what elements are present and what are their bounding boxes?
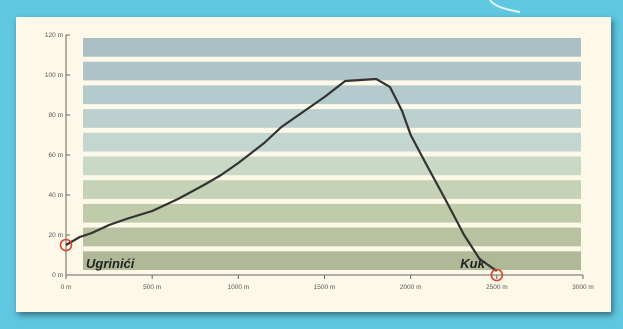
- x-tick-label: 0 m: [61, 284, 72, 291]
- elevation-bands: [83, 38, 581, 270]
- y-tick-label: 0 m: [52, 272, 63, 279]
- elevation-band: [83, 203, 581, 223]
- x-axis-ticks: 0 m 500 m 1000 m 1500 m 2000 m 2500 m 3000 m: [61, 275, 594, 291]
- start-place-label: Ugrinići: [86, 256, 135, 271]
- end-place-label: Kuk: [460, 256, 485, 271]
- y-tick-label: 60 m: [49, 152, 63, 159]
- y-tick-label: 80 m: [49, 112, 63, 119]
- elevation-band: [83, 85, 581, 105]
- elevation-chart: 0 m 20 m 40 m 60 m 80 m 100 m 120 m 0 m 500 m 10…: [45, 32, 594, 291]
- elevation-band: [83, 38, 581, 57]
- elevation-band: [83, 251, 581, 270]
- elevation-band: [83, 109, 581, 128]
- y-tick-label: 100 m: [45, 72, 63, 79]
- x-tick-label: 1500 m: [314, 284, 336, 291]
- y-tick-label: 20 m: [49, 232, 63, 239]
- elevation-band: [83, 180, 581, 199]
- x-tick-label: 1000 m: [227, 284, 249, 291]
- x-tick-label: 2000 m: [400, 284, 422, 291]
- x-tick-label: 2500 m: [486, 284, 508, 291]
- y-tick-label: 120 m: [45, 32, 63, 39]
- x-tick-label: 500 m: [143, 284, 161, 291]
- y-tick-label: 40 m: [49, 192, 63, 199]
- elevation-profile-line: [65, 77, 498, 272]
- start-point-marker: [59, 238, 73, 252]
- x-tick-label: 3000 m: [572, 284, 594, 291]
- elevation-band: [83, 227, 581, 247]
- y-axis-ticks: 0 m 20 m 40 m 60 m 80 m 100 m 120 m: [45, 32, 70, 279]
- background-swoosh: [489, 0, 521, 13]
- elevation-band: [83, 132, 581, 152]
- elevation-profile-panel: 0 m 20 m 40 m 60 m 80 m 100 m 120 m 0 m 500 m 10…: [16, 17, 611, 312]
- elevation-band: [83, 156, 581, 176]
- elevation-band: [83, 61, 581, 81]
- end-point-marker: [490, 268, 504, 282]
